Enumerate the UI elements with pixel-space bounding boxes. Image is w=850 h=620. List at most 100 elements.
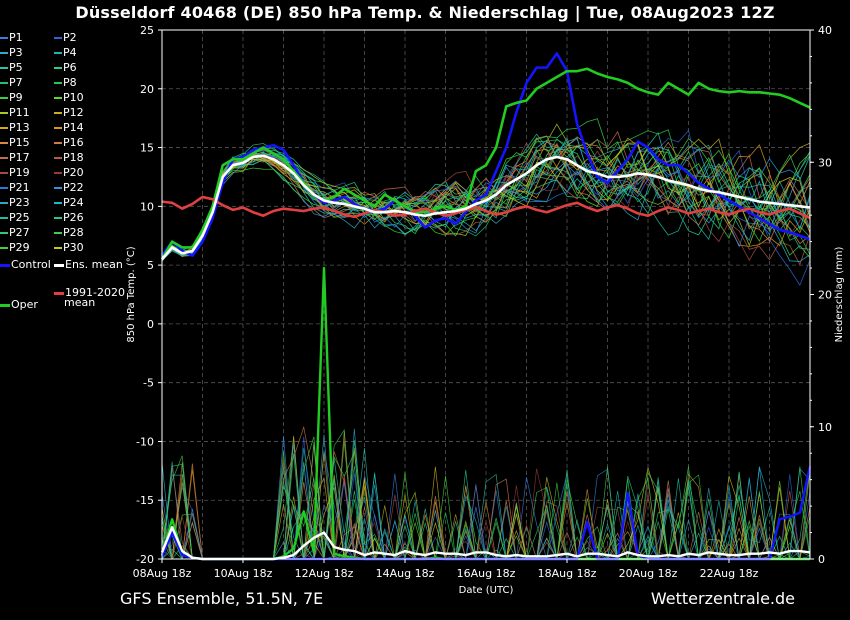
- legend-label: P2: [63, 31, 77, 44]
- legend-swatch: [54, 82, 62, 84]
- legend-swatch: [0, 127, 8, 129]
- legend-label: P24: [63, 196, 84, 209]
- legend-swatch: [0, 247, 8, 249]
- legend-label: P18: [63, 151, 84, 164]
- y-tick-label: 0: [147, 318, 154, 331]
- legend-swatch: [0, 157, 8, 159]
- legend-item-p19: P19: [0, 167, 30, 179]
- legend-item-p23: P23: [0, 197, 30, 209]
- legend-swatch: [0, 142, 8, 144]
- legend-item-p21: P21: [0, 182, 30, 194]
- legend-swatch: [0, 187, 8, 189]
- legend-swatch: [54, 97, 62, 99]
- legend-item-ens-mean: Ens. mean: [54, 259, 123, 271]
- legend-swatch: [0, 67, 8, 69]
- legend-swatch: [0, 37, 8, 39]
- legend-swatch: [54, 172, 62, 174]
- legend-swatch: [54, 112, 62, 114]
- legend-item-p1: P1: [0, 32, 23, 44]
- member-line: [161, 138, 811, 262]
- legend-label: P9: [9, 91, 23, 104]
- legend-swatch: [54, 202, 62, 204]
- legend-item-p3: P3: [0, 47, 23, 59]
- legend-swatch: [54, 157, 62, 159]
- legend-swatch: [54, 52, 62, 54]
- legend-swatch: [54, 232, 62, 234]
- legend-swatch: [0, 172, 8, 174]
- legend-label: P4: [63, 46, 77, 59]
- legend-label: P29: [9, 241, 30, 254]
- legend-swatch: [0, 303, 10, 307]
- legend-item-oper: Oper: [0, 299, 38, 311]
- legend-swatch: [0, 112, 8, 114]
- x-tick-label: 08Aug 18z: [133, 567, 192, 580]
- legend-label: P15: [9, 136, 30, 149]
- legend-label: P27: [9, 226, 30, 239]
- legend-item-p22: P22: [54, 182, 84, 194]
- y-tick-label: -15: [136, 494, 154, 507]
- member-line: [161, 142, 811, 261]
- y-tick-label: 5: [147, 259, 154, 272]
- legend-item-p10: P10: [54, 92, 84, 104]
- legend-label: P10: [63, 91, 84, 104]
- legend-item-p24: P24: [54, 197, 84, 209]
- y-tick-label: 15: [140, 142, 154, 155]
- y2-tick-label: 20: [818, 289, 832, 302]
- legend-label: P6: [63, 61, 77, 74]
- x-axis-title: Date (UTC): [459, 585, 514, 596]
- legend-item-p13: P13: [0, 122, 30, 134]
- footer-model-info: GFS Ensemble, 51.5N, 7E: [120, 589, 324, 608]
- legend-label: P22: [63, 181, 84, 194]
- legend-label: P19: [9, 166, 30, 179]
- x-tick-label: 22Aug 18z: [700, 567, 759, 580]
- legend-swatch: [0, 97, 8, 99]
- y-tick-label: -20: [136, 553, 154, 566]
- legend-item-p8: P8: [54, 77, 77, 89]
- member-line: [161, 135, 811, 261]
- legend-item-p26: P26: [54, 212, 84, 224]
- legend-swatch: [0, 202, 8, 204]
- legend-swatch: [0, 232, 8, 234]
- legend-item-p6: P6: [54, 62, 77, 74]
- legend-item-p29: P29: [0, 242, 30, 254]
- legend-label: P11: [9, 106, 30, 119]
- legend-item-p4: P4: [54, 47, 77, 59]
- member-line: [161, 141, 811, 259]
- legend-item-p7: P7: [0, 77, 23, 89]
- y-tick-label: -5: [143, 377, 154, 390]
- y-axis-title: 850 hPa Temp. (°C): [126, 246, 137, 342]
- legend-swatch: [54, 263, 64, 267]
- legend-label: Ens. mean: [65, 258, 123, 271]
- legend-item-p20: P20: [54, 167, 84, 179]
- legend-item-p2: P2: [54, 32, 77, 44]
- y2-axis-title: Niederschlag (mm): [834, 247, 845, 343]
- member-precip-line: [161, 436, 810, 561]
- series-ens-mean: [161, 154, 811, 261]
- legend-item-p27: P27: [0, 227, 30, 239]
- series-1991-2020-mean: [161, 195, 811, 220]
- legend-swatch: [0, 52, 8, 54]
- y-tick-label: 10: [140, 200, 154, 213]
- legend-label: P21: [9, 181, 30, 194]
- y2-tick-label: 0: [818, 553, 825, 566]
- y2-tick-label: 40: [818, 24, 832, 37]
- legend-label: P3: [9, 46, 23, 59]
- legend-item-p28: P28: [54, 227, 84, 239]
- legend-swatch: [54, 247, 62, 249]
- x-tick-label: 20Aug 18z: [619, 567, 678, 580]
- legend-label: P16: [63, 136, 84, 149]
- series-control: [160, 52, 811, 258]
- legend-label: P1: [9, 31, 23, 44]
- y-tick-label: -10: [136, 435, 154, 448]
- legend-label: P13: [9, 121, 30, 134]
- y-tick-label: 20: [140, 83, 154, 96]
- legend-item-p30: P30: [54, 242, 84, 254]
- legend-label: Oper: [11, 298, 38, 311]
- legend-item-p9: P9: [0, 92, 23, 104]
- member-line: [161, 147, 811, 261]
- legend-item-p5: P5: [0, 62, 23, 74]
- legend-item-control: Control: [0, 259, 51, 271]
- legend-label: 1991-2020: [65, 286, 125, 299]
- legend-swatch: [54, 37, 62, 39]
